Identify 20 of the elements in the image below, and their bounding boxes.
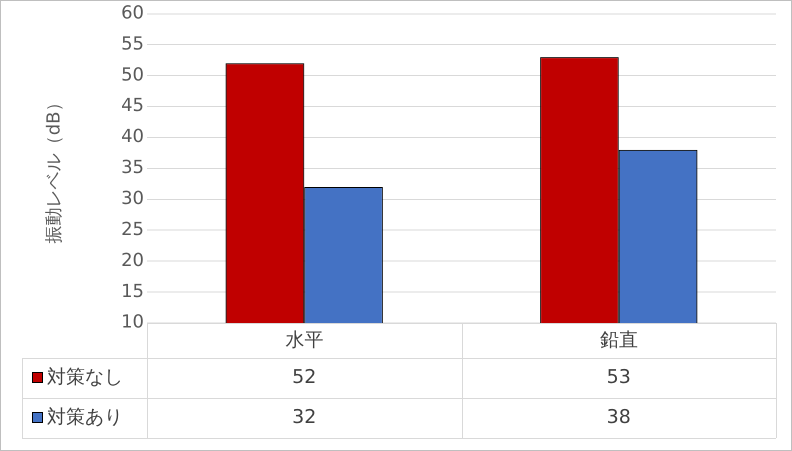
legend-label: 対策あり [47, 406, 123, 428]
y-tick-label: 30 [121, 188, 144, 209]
x-tick-label: 鉛直 [600, 328, 638, 351]
data-label: 32 [292, 406, 316, 428]
y-tick-label: 40 [121, 126, 144, 148]
data-label: 52 [292, 366, 316, 388]
x-tick-label: 水平 [285, 328, 324, 351]
y-tick-label: 25 [121, 218, 144, 240]
y-axis-title: 振動レベル（dB） [43, 94, 64, 244]
y-tick-label: 55 [121, 33, 144, 54]
y-tick-label: 50 [121, 64, 144, 86]
legend-label: 対策なし [47, 366, 123, 388]
data-label: 38 [606, 406, 631, 428]
y-tick-label: 45 [121, 95, 144, 116]
data-label: 53 [606, 366, 631, 388]
y-tick-label: 35 [121, 157, 144, 178]
y-tick-label: 10 [121, 312, 144, 333]
y-tick-label: 20 [121, 250, 144, 271]
y-tick-label: 15 [121, 280, 144, 302]
y-tick-label: 60 [121, 2, 144, 24]
